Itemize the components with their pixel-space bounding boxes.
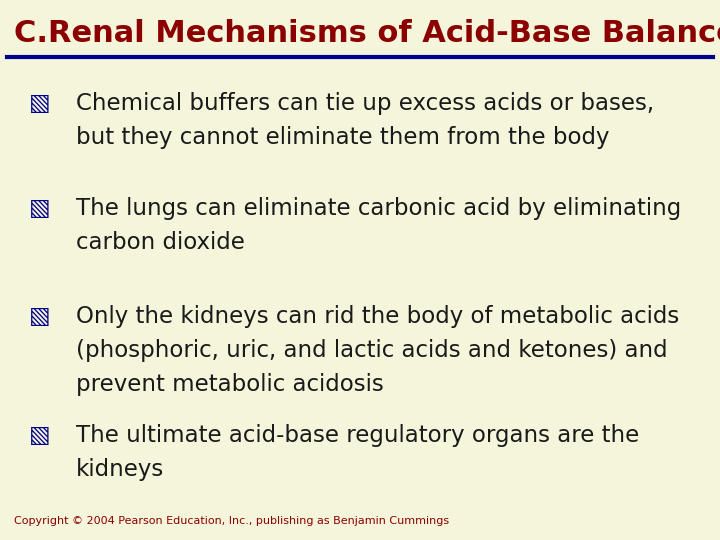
Text: Chemical buffers can tie up excess acids or bases,: Chemical buffers can tie up excess acids… (76, 92, 654, 115)
Text: kidneys: kidneys (76, 458, 164, 481)
Text: C.Renal Mechanisms of Acid-Base Balance: C.Renal Mechanisms of Acid-Base Balance (14, 19, 720, 48)
Text: ▧: ▧ (29, 92, 50, 115)
Text: ▧: ▧ (29, 424, 50, 447)
Text: (phosphoric, uric, and lactic acids and ketones) and: (phosphoric, uric, and lactic acids and … (76, 339, 667, 362)
Text: The ultimate acid-base regulatory organs are the: The ultimate acid-base regulatory organs… (76, 424, 639, 447)
Text: Only the kidneys can rid the body of metabolic acids: Only the kidneys can rid the body of met… (76, 305, 679, 328)
Text: Copyright © 2004 Pearson Education, Inc., publishing as Benjamin Cummings: Copyright © 2004 Pearson Education, Inc.… (14, 516, 449, 526)
Text: but they cannot eliminate them from the body: but they cannot eliminate them from the … (76, 126, 609, 149)
Text: ▧: ▧ (29, 197, 50, 220)
Text: ▧: ▧ (29, 305, 50, 328)
Text: prevent metabolic acidosis: prevent metabolic acidosis (76, 373, 383, 396)
Text: carbon dioxide: carbon dioxide (76, 231, 245, 254)
Text: The lungs can eliminate carbonic acid by eliminating: The lungs can eliminate carbonic acid by… (76, 197, 681, 220)
